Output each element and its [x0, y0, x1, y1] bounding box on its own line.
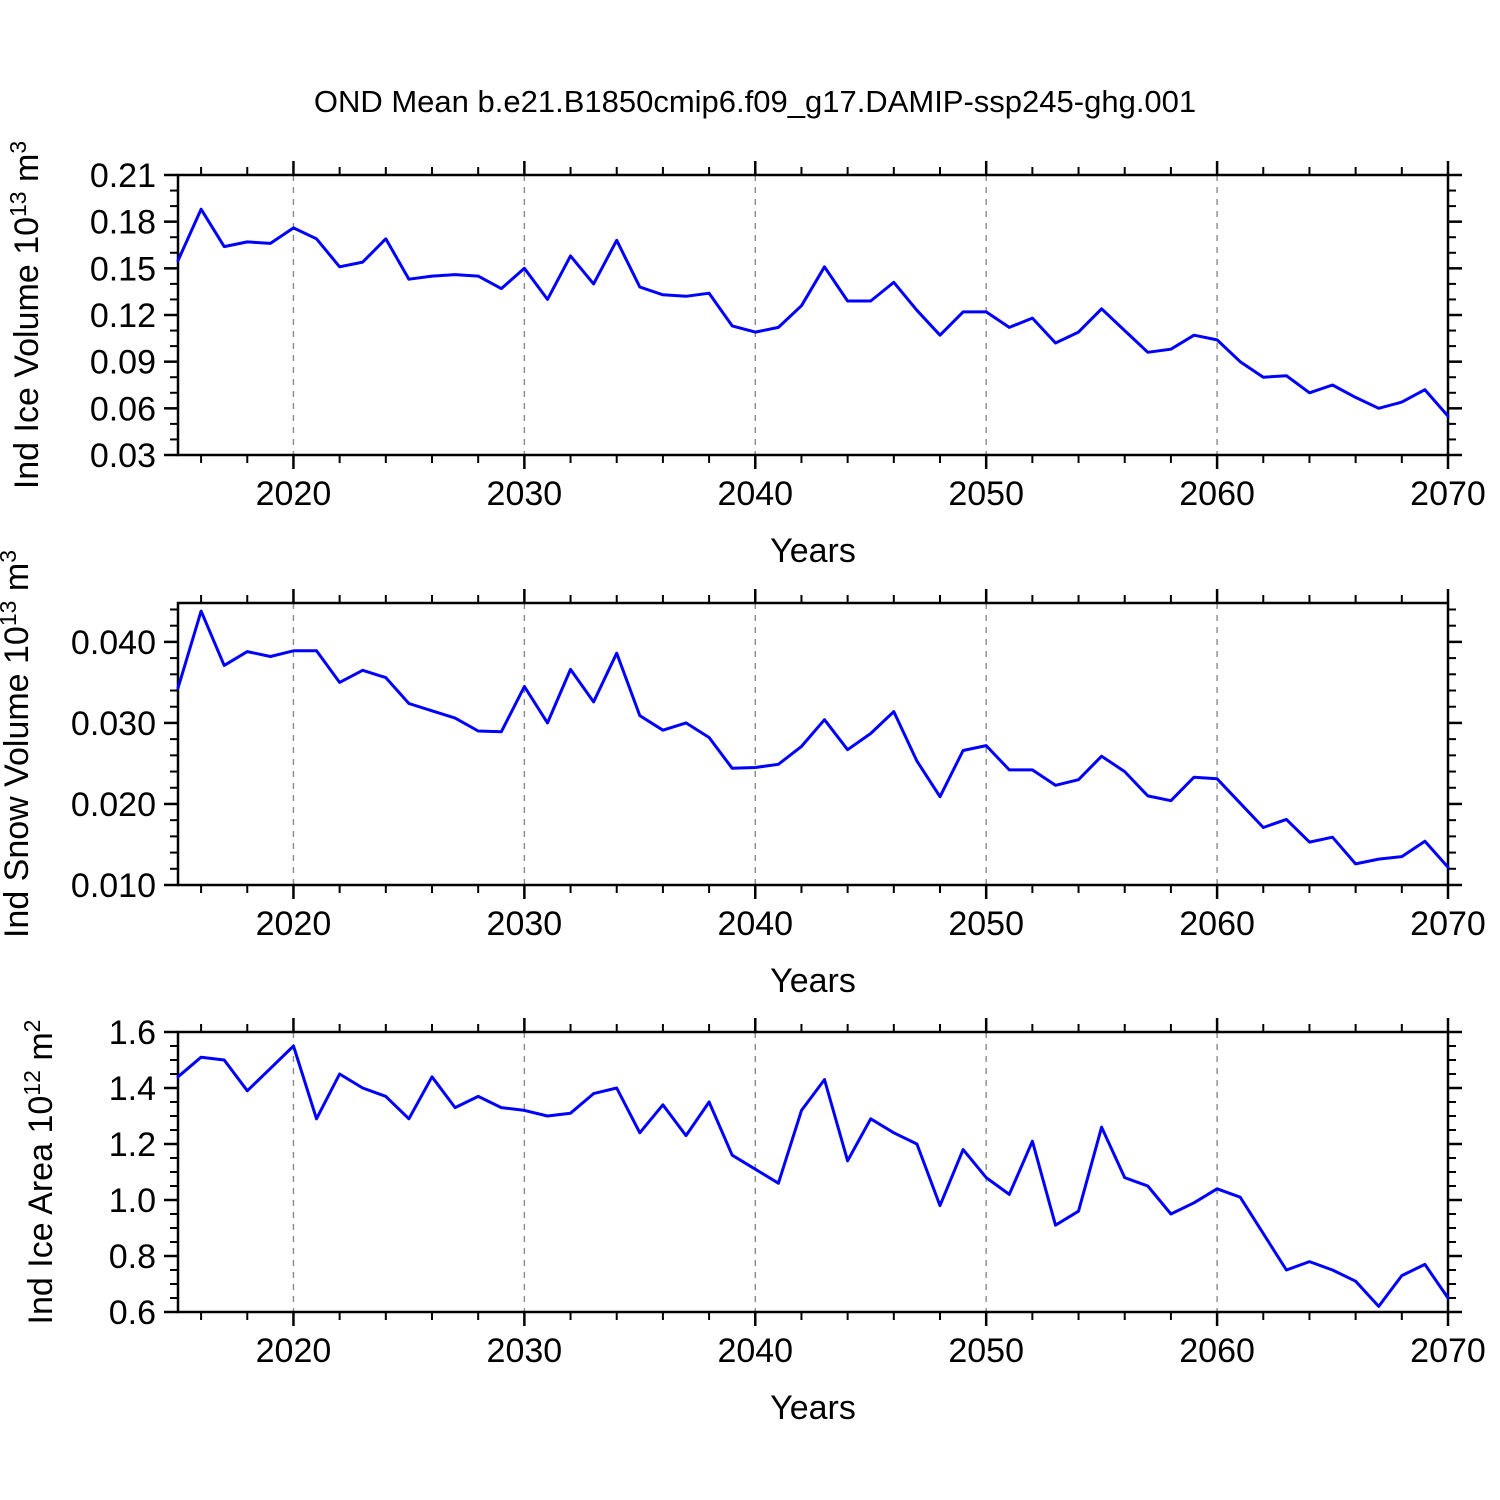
- y-axis-label: Ind Ice Area 1012 m2: [19, 1020, 60, 1325]
- x-tick-label: 2020: [256, 905, 332, 943]
- ind-ice-volume-line: [176, 207, 1450, 418]
- y-tick-label: 1.0: [109, 1182, 156, 1220]
- x-tick-label: 2070: [1410, 905, 1486, 943]
- y-tick-label: 0.6: [109, 1294, 156, 1332]
- panel-ind-snow-volume: 2020 2030 2040 2050 2060 2070 0.010 0.020 0.030 0…: [0, 550, 1486, 1000]
- y-tick-label: 1.6: [109, 1014, 156, 1052]
- y-tick-label: 0.8: [109, 1238, 156, 1276]
- figure-title: OND Mean b.e21.B1850cmip6.f09_g17.DAMIP-…: [313, 84, 1197, 119]
- panel-frame: [176, 1030, 1450, 1314]
- x-tick-label: 2020: [256, 1332, 332, 1370]
- y-tick-label: 0.21: [90, 157, 156, 195]
- x-tick-label: 2050: [948, 475, 1024, 513]
- y-tick-label: 0.030: [71, 705, 156, 743]
- y-tick-label: 0.15: [90, 250, 156, 288]
- x-tick-label: 2030: [487, 475, 563, 513]
- x-tick-label: 2040: [717, 905, 793, 943]
- y-tick-label: 0.12: [90, 297, 156, 335]
- x-tick-label: 2030: [487, 1332, 563, 1370]
- x-tick-label: 2060: [1179, 475, 1255, 513]
- y-axis-label: Ind Snow Volume 1013 m3: [0, 550, 36, 938]
- y-tick-label: 0.020: [71, 786, 156, 824]
- x-tick-label: 2040: [717, 475, 793, 513]
- ind-snow-volume-line: [176, 609, 1450, 869]
- y-axis-label: Ind Ice Volume 1013 m3: [5, 141, 46, 489]
- y-tick-label: 0.010: [71, 867, 156, 905]
- y-tick-label: 0.06: [90, 390, 156, 428]
- x-tick-label: 2050: [948, 1332, 1024, 1370]
- panel-frame: [176, 173, 1450, 457]
- panel-frame: [176, 601, 1450, 887]
- y-tick-label: 1.2: [109, 1126, 156, 1164]
- x-axis-label: Years: [770, 1389, 856, 1427]
- ind-ice-area-line: [176, 1044, 1450, 1308]
- y-tick-label: 0.09: [90, 344, 156, 382]
- panel-ind-ice-area: 2020 2030 2040 2050 2060 2070 0.6 0.8 1.0 1.2 1.4 1…: [19, 1014, 1486, 1427]
- x-tick-label: 2060: [1179, 1332, 1255, 1370]
- panel-ind-ice-volume: 2020 2030 2040 2050 2060 2070 0.03 0.06 0.09 0.12…: [5, 141, 1486, 570]
- x-tick-label: 2060: [1179, 905, 1255, 943]
- x-tick-label: 2030: [487, 905, 563, 943]
- x-tick-label: 2070: [1410, 475, 1486, 513]
- x-axis-label: Years: [770, 962, 856, 1000]
- x-axis-label: Years: [770, 532, 856, 570]
- y-tick-label: 0.18: [90, 204, 156, 242]
- y-tick-label: 0.040: [71, 624, 156, 662]
- y-tick-label: 0.03: [90, 437, 156, 475]
- x-tick-label: 2070: [1410, 1332, 1486, 1370]
- x-tick-label: 2040: [717, 1332, 793, 1370]
- y-tick-label: 1.4: [109, 1070, 156, 1108]
- x-tick-label: 2050: [948, 905, 1024, 943]
- x-tick-label: 2020: [256, 475, 332, 513]
